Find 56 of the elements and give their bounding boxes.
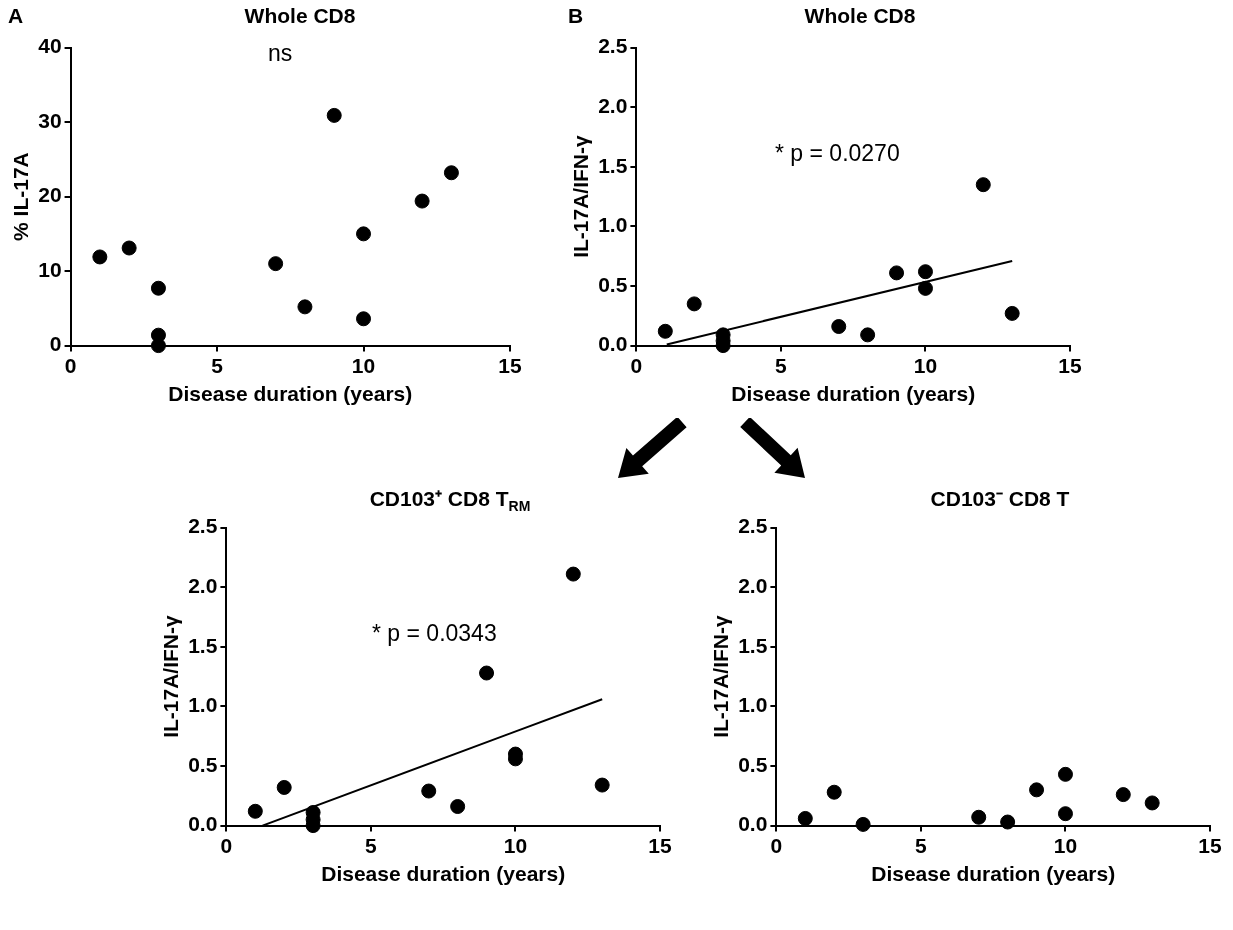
x-tick-label: 0 [770,834,783,857]
y-tick-label: 40 [38,34,62,58]
y-tick-label: 30 [38,108,62,132]
x-tick-label: 0 [64,354,77,377]
y-tick-label: 1.5 [598,153,628,177]
y-axis-title: % IL-17A [9,152,33,241]
chart-title: CD103⁺ CD8 T$_{RM}$ [368,486,532,515]
y-tick-label: 0 [49,332,62,356]
chart-title: CD103⁻ CD8 T [929,486,1071,512]
y-axis-title: IL-17A/IFN-γ [709,615,733,738]
y-tick-label: 0.0 [598,332,628,356]
x-axis-title: Disease duration (years) [731,382,976,406]
x-axis-title: Disease duration (years) [321,862,566,886]
y-axis-title: IL-17A/IFN-γ [159,615,183,738]
x-tick-label: 0 [220,834,233,857]
x-tick-label: 5 [211,354,224,377]
y-tick-label: 0.0 [188,812,218,836]
x-tick-label: 10 [503,834,528,857]
y-tick-label: 0.5 [738,752,768,776]
chart-title: Whole CD8 [243,4,357,28]
x-tick-label: 10 [1053,834,1078,857]
y-axis-title: IL-17A/IFN-γ [569,135,593,258]
x-tick-label: 5 [915,834,928,857]
x-axis-title: Disease duration (years) [871,862,1116,886]
text: B [568,4,584,28]
y-tick-label: 10 [38,257,62,281]
x-axis-title: Disease duration (years) [168,382,413,406]
annotation: * p = 0.0270 [775,140,900,167]
chart-title: Whole CD8 [803,4,917,28]
y-tick-label: 1.0 [598,213,628,237]
y-tick-label: 1.0 [738,693,768,717]
x-tick-label: 15 [1198,834,1222,857]
text: A [8,4,24,28]
x-tick-label: 10 [913,354,938,377]
x-tick-label: 5 [775,354,788,377]
y-tick-label: 0.5 [598,272,628,296]
x-tick-label: 0 [630,354,643,377]
x-tick-label: 5 [365,834,378,857]
y-tick-label: 20 [38,183,62,207]
x-tick-label: 15 [1058,354,1082,377]
x-tick-label: 10 [351,354,376,377]
y-tick-label: 0.0 [738,812,768,836]
y-tick-label: 2.5 [738,514,768,538]
y-tick-label: 2.0 [188,574,218,597]
y-tick-label: 2.0 [598,94,628,117]
y-tick-label: 2.5 [188,514,218,538]
y-tick-label: 2.5 [598,34,628,58]
y-tick-label: 0.5 [188,752,218,776]
y-tick-label: 1.5 [738,633,768,657]
y-tick-label: 1.5 [188,633,218,657]
y-tick-label: 2.0 [738,574,768,597]
x-tick-label: 15 [498,354,522,377]
y-tick-label: 1.0 [188,693,218,717]
annotation: * p = 0.0343 [372,620,497,647]
x-tick-label: 15 [648,834,672,857]
annotation: ns [268,40,293,67]
